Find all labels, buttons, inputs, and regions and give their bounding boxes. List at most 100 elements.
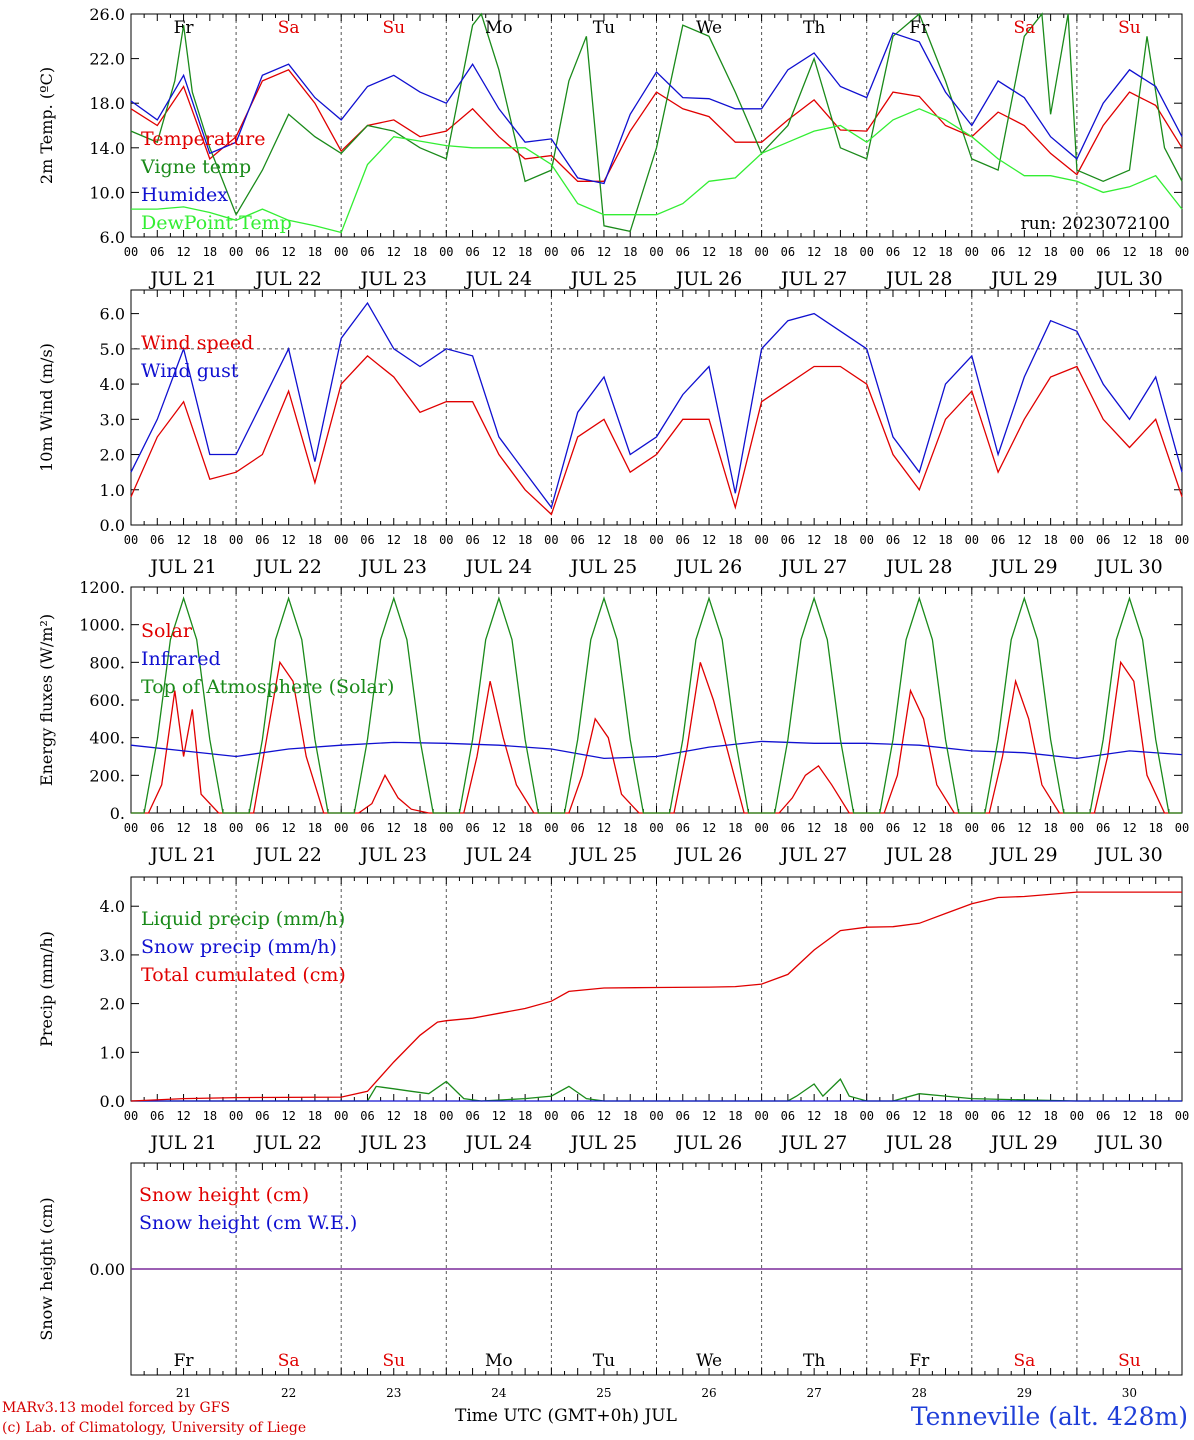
y-tick-label: 0.0: [100, 516, 125, 535]
date-tick-label: JUL 29: [989, 1132, 1057, 1154]
weekday-label: Fr: [174, 1351, 195, 1371]
hour-tick-label: 18: [938, 1109, 952, 1123]
date-tick-label: JUL 27: [779, 1132, 847, 1154]
hour-tick-label: 00: [439, 1109, 453, 1123]
hour-tick-label: 06: [255, 821, 269, 835]
hour-tick-label: 00: [124, 821, 138, 835]
hour-tick-label: 00: [1175, 1109, 1189, 1123]
date-tick-label: JUL 21: [148, 844, 216, 866]
hour-tick-label: 00: [1070, 245, 1084, 259]
legend-entry: Snow height (cm): [139, 1184, 309, 1206]
station-title: Tenneville (alt. 428m): [910, 1402, 1188, 1431]
date-tick-label: JUL 27: [779, 556, 847, 578]
hour-tick-label: 06: [781, 533, 795, 547]
hour-tick-label: 06: [991, 1109, 1005, 1123]
legend-entry: Vigne temp: [140, 156, 251, 178]
date-label: 30: [1122, 1386, 1137, 1400]
hour-tick-label: 18: [203, 1109, 217, 1123]
series-line-humidex: [130, 32, 1183, 185]
hour-tick-label: 00: [1175, 533, 1189, 547]
date-tick-label: JUL 23: [359, 556, 427, 578]
hour-tick-label: 00: [1175, 245, 1189, 259]
y-tick-label: 3.0: [100, 410, 125, 429]
hour-tick-label: 00: [754, 533, 768, 547]
date-tick-label: JUL 24: [464, 844, 532, 866]
hour-tick-label: 00: [1175, 821, 1189, 835]
hour-tick-label: 00: [754, 1109, 768, 1123]
hour-tick-label: 18: [203, 245, 217, 259]
y-tick-label: 18.0: [89, 94, 125, 113]
y-axis-label: 10m Wind (m/s): [37, 343, 56, 472]
weekday-label: Su: [382, 18, 405, 38]
hour-tick-label: 06: [150, 1109, 164, 1123]
hour-tick-label: 18: [623, 533, 637, 547]
date-label: 22: [281, 1386, 296, 1400]
date-label: 23: [386, 1386, 401, 1400]
hour-tick-label: 12: [1122, 821, 1136, 835]
hour-tick-label: 00: [229, 245, 243, 259]
hour-tick-label: 00: [965, 821, 979, 835]
hour-tick-label: 18: [623, 1109, 637, 1123]
hour-tick-label: 06: [570, 1109, 584, 1123]
date-tick-label: JUL 30: [1094, 268, 1162, 290]
y-tick-label: 1200.: [79, 578, 125, 597]
hour-tick-label: 06: [781, 1109, 795, 1123]
date-tick-label: JUL 28: [884, 556, 952, 578]
weekday-label: Th: [803, 1351, 825, 1371]
hour-tick-label: 06: [886, 1109, 900, 1123]
hour-tick-label: 18: [413, 245, 427, 259]
hour-tick-label: 00: [439, 821, 453, 835]
hour-tick-label: 12: [387, 1109, 401, 1123]
hour-tick-label: 00: [1070, 533, 1084, 547]
hour-tick-label: 18: [518, 245, 532, 259]
date-tick-label: JUL 26: [674, 1132, 742, 1154]
legend-entry: Total cumulated (cm): [141, 964, 346, 986]
date-tick-label: JUL 28: [884, 1132, 952, 1154]
hour-tick-label: 06: [465, 245, 479, 259]
y-tick-label: 4.0: [100, 897, 125, 916]
hour-tick-label: 00: [439, 245, 453, 259]
date-tick-label: JUL 21: [148, 1132, 216, 1154]
legend-entry: DewPoint Temp: [141, 212, 292, 234]
date-tick-label: JUL 29: [989, 844, 1057, 866]
hour-tick-label: 18: [1148, 245, 1162, 259]
hour-tick-label: 00: [124, 1109, 138, 1123]
hour-tick-label: 12: [492, 245, 506, 259]
hour-tick-label: 06: [465, 1109, 479, 1123]
date-label: 27: [807, 1386, 822, 1400]
hour-tick-label: 06: [465, 821, 479, 835]
weekday-label: We: [696, 18, 722, 38]
hour-tick-label: 12: [702, 533, 716, 547]
hour-tick-label: 18: [518, 821, 532, 835]
date-tick-label: JUL 26: [674, 268, 742, 290]
hour-tick-label: 06: [255, 245, 269, 259]
series-line-vigne-temp: [130, 12, 1183, 233]
legend-entry: Snow height (cm W.E.): [139, 1212, 357, 1234]
date-tick-label: JUL 27: [779, 844, 847, 866]
hour-tick-label: 18: [308, 245, 322, 259]
hour-tick-label: 00: [334, 1109, 348, 1123]
date-tick-label: JUL 22: [253, 1132, 321, 1154]
weekday-label: We: [696, 1351, 722, 1371]
hour-tick-label: 00: [965, 1109, 979, 1123]
hour-tick-label: 12: [1017, 821, 1031, 835]
hour-tick-label: 00: [229, 1109, 243, 1123]
y-tick-label: 26.0: [89, 5, 125, 24]
date-label: 25: [596, 1386, 611, 1400]
hour-tick-label: 18: [1043, 245, 1057, 259]
series-line-dewpoint-temp: [131, 108, 1183, 234]
date-tick-label: JUL 22: [253, 844, 321, 866]
weekday-label: Sa: [278, 1351, 300, 1371]
legend-entry: Snow precip (mm/h): [141, 936, 337, 958]
hour-tick-label: 00: [334, 821, 348, 835]
hour-tick-label: 18: [833, 533, 847, 547]
date-tick-label: JUL 22: [253, 556, 321, 578]
y-tick-label: 5.0: [100, 340, 125, 359]
hour-tick-label: 00: [754, 245, 768, 259]
hour-tick-label: 18: [203, 533, 217, 547]
legend-entry: Top of Atmosphere (Solar): [141, 676, 394, 698]
date-tick-label: JUL 24: [464, 268, 532, 290]
hour-tick-label: 12: [176, 533, 190, 547]
series-line-top-of-atmosphere-solar-: [131, 596, 1182, 814]
